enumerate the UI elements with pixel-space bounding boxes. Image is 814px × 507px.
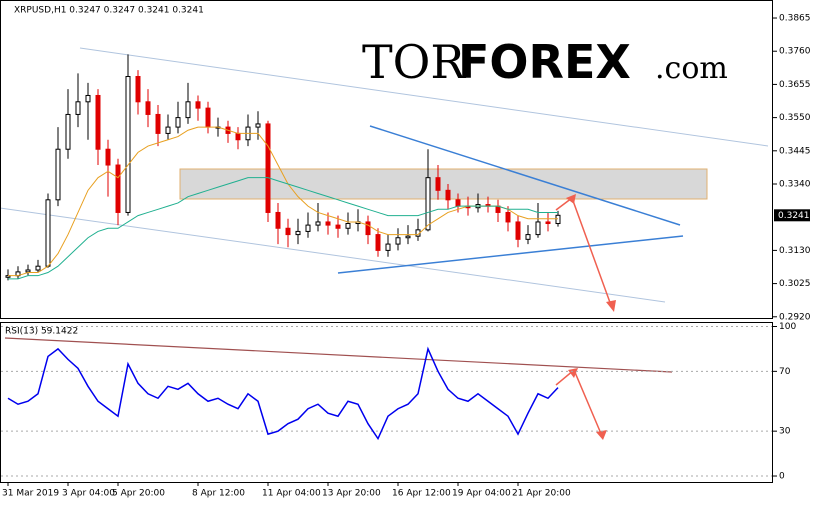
candle-body — [235, 132, 241, 141]
candle-body — [115, 164, 121, 213]
y-tick-label: 0.3865 — [779, 14, 811, 24]
candle-body — [45, 199, 51, 267]
candle-body — [25, 269, 31, 273]
candle-body — [185, 101, 191, 119]
triangle-line — [369, 125, 681, 226]
y-tick-label: 0.3655 — [779, 80, 811, 90]
candle-body — [505, 211, 511, 223]
candle-body — [545, 221, 551, 225]
candle-body — [35, 265, 41, 271]
channel-line — [79, 47, 769, 147]
candle-body — [175, 117, 181, 128]
candle-body — [155, 113, 161, 134]
candle-body — [515, 221, 521, 240]
x-tick-label: 3 Apr 04:00 — [62, 489, 115, 499]
y-tick-label: 0.3025 — [779, 279, 811, 289]
y-tick-label: 0.3340 — [779, 180, 811, 190]
candle-body — [315, 221, 321, 226]
candle-body — [345, 223, 351, 229]
candle-body — [385, 243, 391, 251]
resistance-zone — [179, 168, 708, 200]
candle-body — [395, 237, 401, 245]
y-tick-label: 0.3550 — [779, 113, 811, 123]
candle-body — [295, 230, 301, 236]
candle-body — [535, 221, 541, 236]
rsi-trend-line — [4, 337, 673, 373]
y-tick-label: 0 — [779, 472, 785, 482]
y-tick-label: 70 — [779, 367, 791, 377]
y-tick-label: 0.2920 — [779, 312, 811, 322]
candle-body — [305, 224, 311, 232]
rsi-title: RSI(13) 59.1422 — [5, 327, 78, 337]
candle-body — [105, 148, 111, 166]
y-tick-label: 30 — [779, 427, 791, 437]
arrow-head — [568, 368, 578, 378]
logo-forex: FOREX — [458, 35, 631, 89]
candle-body — [425, 177, 431, 231]
candle-body — [435, 177, 441, 191]
rsi-line — [7, 346, 559, 441]
candle-body — [285, 227, 291, 236]
y-tick-label: 100 — [779, 322, 796, 332]
y-tick-label: 0.3130 — [779, 246, 811, 256]
price-marker — [774, 209, 810, 222]
candle-body — [275, 211, 281, 229]
candle-body — [145, 101, 151, 115]
y-tick-label: 0.3445 — [779, 146, 811, 156]
candle-body — [95, 94, 101, 150]
candle-body — [85, 94, 91, 103]
x-tick-label: 16 Apr 12:00 — [392, 489, 451, 499]
candle-body — [265, 123, 271, 213]
x-tick-label: 19 Apr 04:00 — [452, 489, 511, 499]
candle-body — [205, 107, 211, 128]
candle-body — [125, 76, 131, 213]
arrow-head — [596, 430, 607, 440]
channel-line — [0, 207, 666, 303]
logo-tor: TOR — [362, 35, 466, 89]
x-tick-label: 31 Mar 2019 — [2, 489, 59, 499]
candle-body — [255, 123, 261, 128]
moving-average — [8, 177, 558, 280]
candle-body — [525, 234, 531, 240]
logo-com: .com — [655, 51, 728, 86]
x-tick-label: 13 Apr 20:00 — [322, 489, 381, 499]
candle-body — [375, 234, 381, 251]
candle-body — [195, 101, 201, 109]
candle-body — [445, 189, 451, 201]
x-tick-label: 8 Apr 12:00 — [192, 489, 245, 499]
candle-body — [55, 148, 61, 201]
x-tick-label: 5 Apr 20:00 — [112, 489, 165, 499]
candle-body — [555, 214, 561, 225]
chart-title: XRPUSD,H1 0.3247 0.3247 0.3241 0.3241 — [14, 6, 204, 16]
triangle-line — [337, 235, 684, 274]
moving-average — [8, 126, 558, 277]
candle-body — [165, 126, 171, 134]
rsi-pane — [0, 322, 773, 483]
candle-body — [325, 221, 331, 226]
candle-body — [75, 101, 81, 115]
candle-body — [455, 199, 461, 207]
price-pane — [0, 0, 773, 319]
candle-body — [335, 224, 341, 229]
x-tick-label: 21 Apr 20:00 — [512, 489, 571, 499]
last-price: 0.3241 — [778, 211, 810, 221]
arrow-head — [606, 300, 616, 312]
x-tick-label: 11 Apr 04:00 — [262, 489, 321, 499]
arrow-head — [566, 194, 576, 204]
candle-body — [365, 221, 371, 236]
candle-body — [135, 76, 141, 103]
y-tick-label: 0.3760 — [779, 47, 811, 57]
candle-body — [405, 235, 411, 239]
candle-body — [65, 113, 71, 150]
